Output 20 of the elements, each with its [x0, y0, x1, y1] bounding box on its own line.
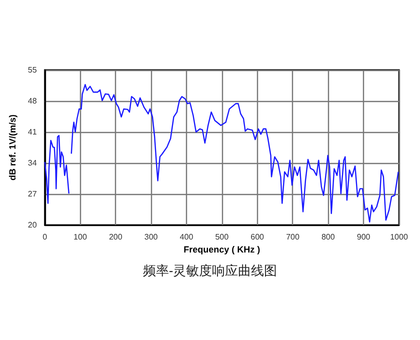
x-tick-label: 0: [42, 232, 48, 242]
x-tick-label: 100: [74, 232, 88, 242]
y-tick-label: 34: [28, 158, 38, 168]
text: 频率-灵敏度响应曲线图: [142, 263, 278, 278]
x-tick-label: 1000: [390, 232, 408, 242]
y-tick-label: 48: [28, 96, 38, 106]
x-tick-label: 700: [286, 232, 300, 242]
y-tick-label: 41: [28, 128, 38, 136]
x-tick-label: 800: [321, 232, 336, 242]
y-tick-label: 27: [28, 190, 38, 198]
y-tick-label: 55: [28, 66, 38, 74]
x-tick-label: 900: [356, 232, 371, 242]
x-tick-label: 300: [144, 232, 158, 242]
y-tick-label: 20: [28, 220, 38, 230]
x-tick-label: 400: [180, 232, 194, 242]
x-axis-title: Frequency ( KHz ): [184, 244, 260, 254]
x-tick-label: 600: [250, 232, 265, 242]
x-tick-label: 200: [108, 232, 123, 242]
y-axis-title: dB ref. 1V/(m/s): [8, 114, 18, 181]
x-tick-label: 500: [215, 232, 230, 242]
